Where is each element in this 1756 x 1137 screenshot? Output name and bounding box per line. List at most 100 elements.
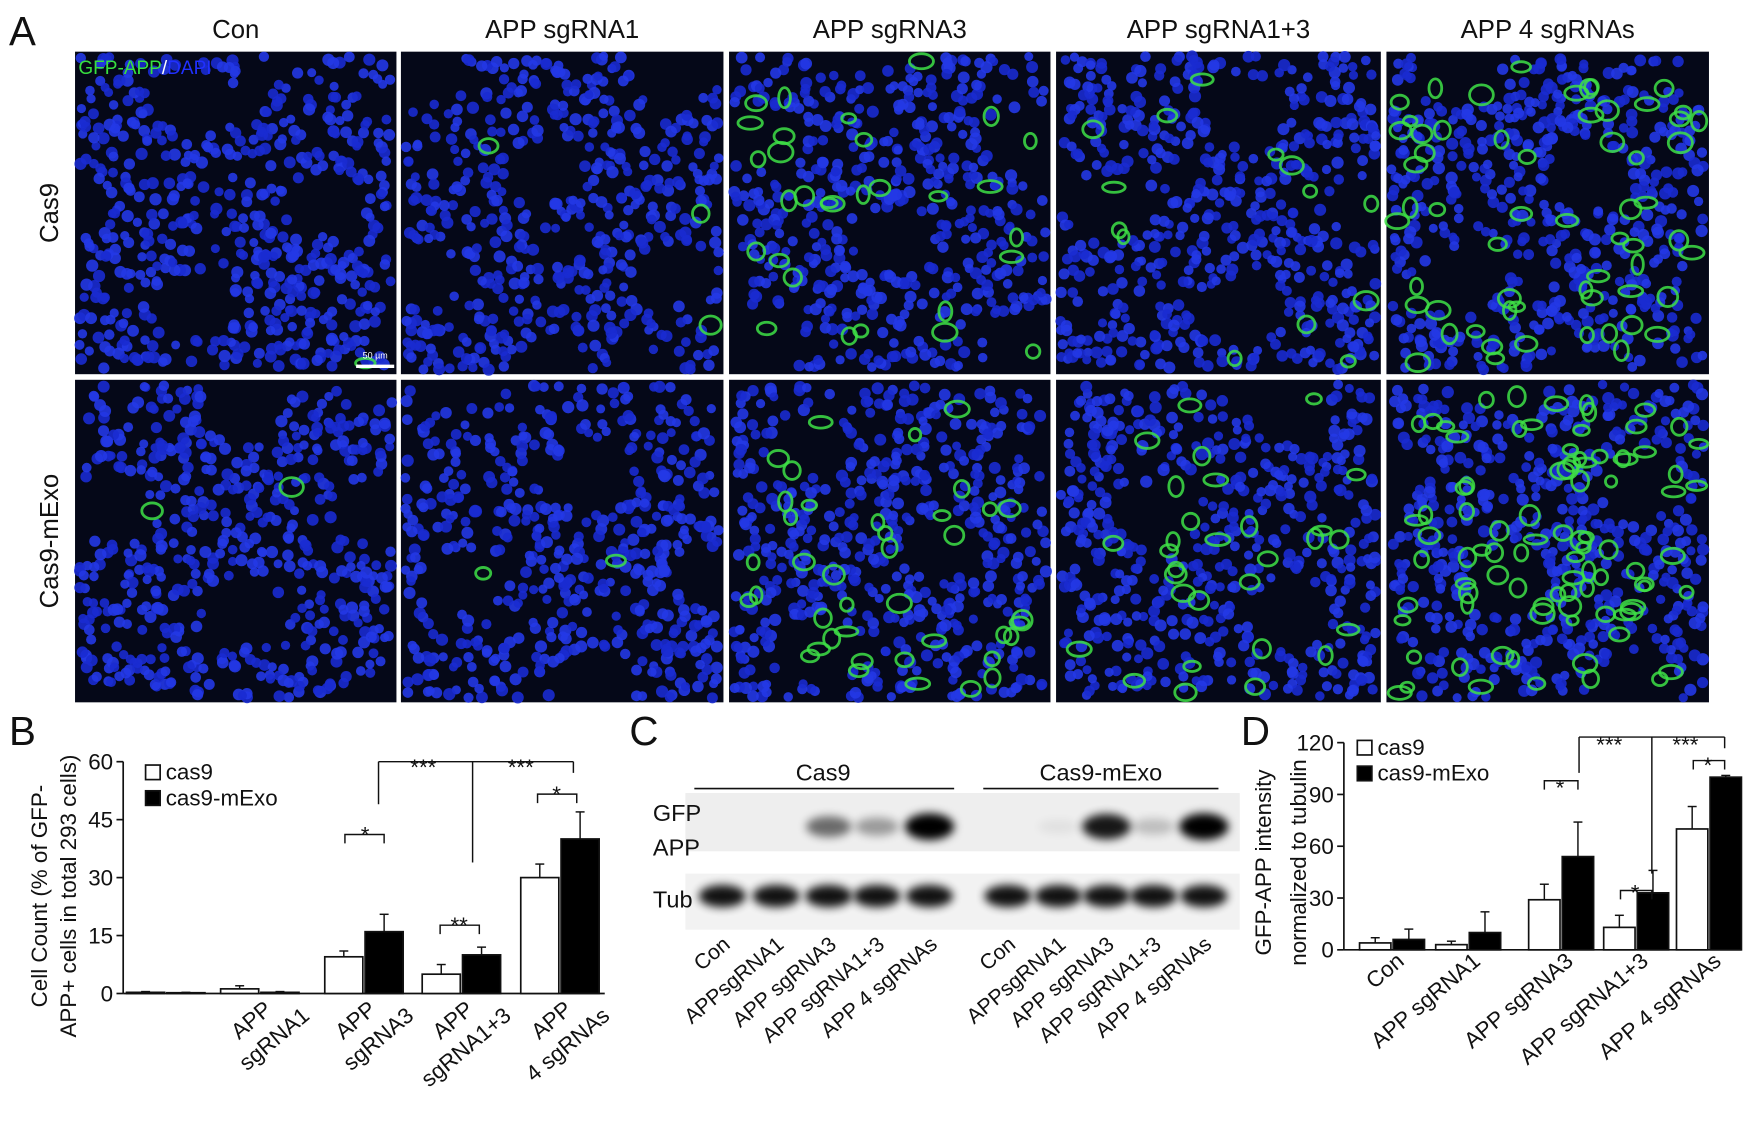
nucleus [779, 410, 791, 421]
nucleus [813, 279, 826, 292]
nucleus [235, 554, 248, 567]
nucleus [238, 213, 249, 224]
nucleus [147, 65, 160, 78]
nucleus [904, 290, 917, 303]
nucleus [422, 686, 434, 697]
nucleus [1254, 534, 1265, 545]
nucleus [636, 486, 646, 496]
nucleus [820, 244, 831, 256]
nucleus [1268, 211, 1279, 222]
nucleus [495, 331, 508, 344]
nucleus [765, 558, 777, 570]
nucleus [1627, 362, 1638, 372]
nucleus [139, 439, 149, 449]
gfp-cell [1102, 534, 1125, 552]
nucleus [1447, 534, 1458, 544]
nucleus [499, 472, 511, 483]
nucleus [1083, 347, 1093, 357]
nucleus [338, 604, 349, 615]
nucleus [1676, 209, 1687, 220]
nucleus [474, 683, 484, 694]
nucleus [1217, 411, 1229, 422]
nucleus [303, 623, 314, 633]
nucleus [460, 148, 471, 159]
nucleus [1260, 498, 1272, 510]
nucleus [925, 82, 937, 94]
nucleus [123, 182, 135, 194]
nucleus [845, 186, 856, 196]
nucleus [619, 318, 630, 329]
nucleus [1110, 613, 1123, 626]
nucleus [490, 446, 500, 457]
gfp-cell [1485, 351, 1506, 366]
nucleus [488, 163, 501, 176]
nucleus [735, 443, 747, 456]
gfp-cell [1163, 563, 1188, 585]
nucleus [231, 456, 243, 469]
nucleus [1124, 120, 1135, 130]
nucleus [1386, 164, 1397, 175]
nucleus [1233, 624, 1244, 634]
nucleus [92, 122, 105, 135]
nucleus [358, 636, 371, 649]
nucleus [229, 220, 241, 233]
nucleus [1321, 121, 1332, 132]
nucleus [1230, 152, 1240, 162]
nucleus [967, 223, 977, 233]
micrograph [1386, 379, 1710, 703]
nucleus [216, 656, 229, 669]
gfp-cell [1653, 78, 1675, 98]
nucleus [1036, 95, 1047, 107]
nucleus [118, 650, 129, 660]
nucleus [1093, 529, 1104, 540]
nucleus [145, 250, 157, 262]
nucleus [1545, 214, 1558, 227]
nucleus [352, 646, 364, 659]
nucleus [445, 438, 457, 450]
nucleus [113, 461, 125, 473]
nucleus [552, 271, 565, 284]
nucleus [1283, 502, 1295, 515]
nucleus [265, 674, 276, 684]
nucleus [772, 480, 783, 490]
nucleus [1285, 227, 1297, 238]
nucleus [429, 131, 441, 143]
nucleus [955, 319, 966, 330]
nucleus [450, 144, 460, 155]
gfp-cell [952, 479, 971, 499]
nucleus [1398, 333, 1409, 344]
nucleus [1095, 62, 1108, 75]
nucleus [1005, 533, 1017, 544]
nucleus [785, 537, 797, 549]
nucleus [150, 422, 162, 434]
nucleus [400, 395, 413, 408]
nucleus [307, 259, 320, 271]
nucleus [710, 173, 722, 185]
nucleus [1332, 607, 1344, 619]
nucleus [1387, 300, 1399, 312]
nucleus [299, 539, 312, 552]
nucleus [1333, 174, 1345, 185]
nucleus [1113, 405, 1124, 416]
nucleus [297, 603, 307, 613]
nucleus [949, 418, 962, 430]
nucleus [1581, 229, 1594, 242]
nucleus [143, 235, 155, 247]
nucleus [746, 419, 759, 431]
nucleus [1196, 389, 1208, 401]
nucleus [1614, 276, 1625, 287]
nucleus [566, 266, 578, 277]
nucleus [283, 156, 296, 169]
gfp-cell [907, 427, 923, 443]
nucleus [1203, 157, 1214, 168]
gfp-cell [1389, 93, 1410, 111]
nucleus [1338, 63, 1349, 73]
nucleus [373, 351, 386, 363]
nucleus [256, 188, 269, 201]
nucleus [160, 666, 171, 677]
nucleus [1156, 280, 1166, 290]
nucleus [170, 631, 182, 643]
nucleus [706, 404, 716, 414]
nucleus [539, 503, 552, 515]
nucleus [799, 514, 810, 526]
